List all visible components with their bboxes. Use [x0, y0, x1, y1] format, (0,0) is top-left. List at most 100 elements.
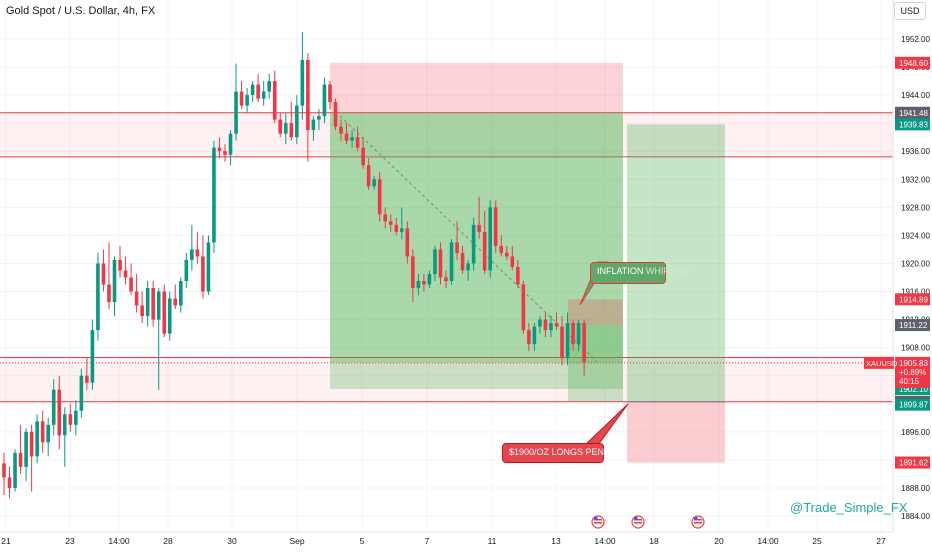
candle — [444, 270, 448, 289]
candle-body — [543, 319, 548, 331]
candle — [333, 98, 338, 131]
candle-body — [560, 326, 564, 359]
candle-body — [394, 224, 399, 232]
time-tick-label: 21 — [1, 536, 11, 546]
candle — [449, 238, 454, 285]
candle — [510, 245, 515, 271]
candle — [311, 116, 316, 141]
candle-body — [18, 452, 23, 467]
flag-stripe — [634, 519, 642, 521]
candle — [156, 288, 161, 390]
candle-body — [504, 252, 509, 257]
price-label: 1914.89 — [899, 295, 928, 304]
inflation-text: INFLATION — [597, 266, 644, 276]
candle-body — [317, 116, 321, 120]
candles — [2, 31, 586, 499]
candle — [394, 217, 399, 236]
time-tick-label: 18 — [649, 536, 659, 546]
candle — [411, 249, 415, 303]
candle — [400, 207, 404, 239]
zone-support — [0, 357, 893, 402]
flag-stripe — [694, 522, 702, 524]
price-label-bg — [895, 56, 930, 69]
candle — [112, 256, 117, 317]
candle — [217, 137, 222, 159]
us-flag-icon[interactable] — [591, 515, 605, 529]
time-axis[interactable]: 21 23 14:00 28 30 Sep 5 7 11 13 14:00 18 20 14:00 25 27 — [0, 531, 893, 546]
candle-body — [40, 421, 45, 443]
flag-canton — [694, 517, 698, 520]
candle-body — [366, 165, 371, 187]
candle-body — [449, 242, 454, 281]
candle — [145, 280, 150, 327]
candle — [405, 221, 410, 264]
candle — [118, 245, 122, 278]
candle — [355, 126, 360, 152]
candle-body — [339, 126, 343, 134]
price-axis[interactable]: 1952.001948.001944.001940.001936.001932.… — [864, 0, 932, 532]
position-tools[interactable] — [330, 62, 725, 463]
candle-body — [278, 119, 283, 134]
flag-canton — [594, 517, 598, 520]
candle-body — [140, 305, 144, 317]
candle-body — [29, 431, 34, 457]
candle — [488, 200, 492, 278]
price-tick-label: 1916.00 — [901, 288, 930, 297]
candle-body — [123, 270, 128, 278]
candle — [516, 259, 520, 289]
candle-body — [328, 84, 332, 103]
us-flag-icon[interactable] — [691, 515, 705, 529]
inflation-whipsaw-note[interactable]: INFLATION WHIPSAW — [590, 262, 690, 284]
candle — [521, 280, 526, 334]
candle — [272, 70, 277, 124]
candle-body — [256, 84, 260, 99]
candle — [576, 319, 581, 352]
currency-button[interactable]: USD — [894, 2, 926, 20]
candle — [51, 379, 56, 436]
candle-body — [361, 147, 365, 166]
candle — [350, 130, 354, 148]
price-label: 1911.22 — [899, 321, 928, 330]
candle — [527, 323, 531, 352]
candle-body — [383, 214, 388, 222]
candle-body — [13, 452, 17, 488]
price-label-bg — [895, 106, 930, 119]
candle-body — [344, 133, 349, 141]
candle-body — [90, 330, 95, 383]
longs-note-pointer — [583, 403, 629, 446]
price-tick-label: 1952.00 — [901, 35, 930, 44]
candle — [151, 280, 155, 327]
whipsaw-text: WHIPSAW — [645, 266, 690, 276]
candle — [278, 112, 283, 138]
event-icons[interactable] — [591, 515, 705, 529]
candle-body — [201, 256, 205, 292]
candle-body — [272, 81, 277, 120]
flag-stripe — [694, 519, 702, 521]
candle-body — [405, 228, 410, 257]
candle-body — [538, 319, 542, 327]
candle-body — [554, 323, 559, 327]
candle — [554, 312, 559, 331]
longs-pending-note[interactable]: $1900/OZ LONGS PENDING — [502, 443, 627, 463]
candle-body — [333, 102, 338, 127]
price-label: 1948.60 — [899, 59, 928, 68]
time-tick-label: 20 — [714, 536, 724, 546]
candle-body — [372, 179, 376, 187]
candle — [90, 319, 95, 390]
candle — [361, 137, 365, 169]
candle-body — [57, 389, 62, 436]
candle — [377, 172, 382, 222]
candle — [466, 259, 470, 281]
candle-body — [239, 91, 244, 106]
candle — [422, 273, 426, 292]
price-label-bg — [895, 293, 930, 306]
candle — [57, 375, 62, 450]
candle — [129, 263, 133, 296]
candle — [493, 200, 498, 253]
price-label-bg — [895, 319, 930, 332]
short-stop-zone — [330, 62, 623, 113]
us-flag-icon[interactable] — [631, 515, 645, 529]
price-label: 1941.48 — [899, 109, 928, 118]
